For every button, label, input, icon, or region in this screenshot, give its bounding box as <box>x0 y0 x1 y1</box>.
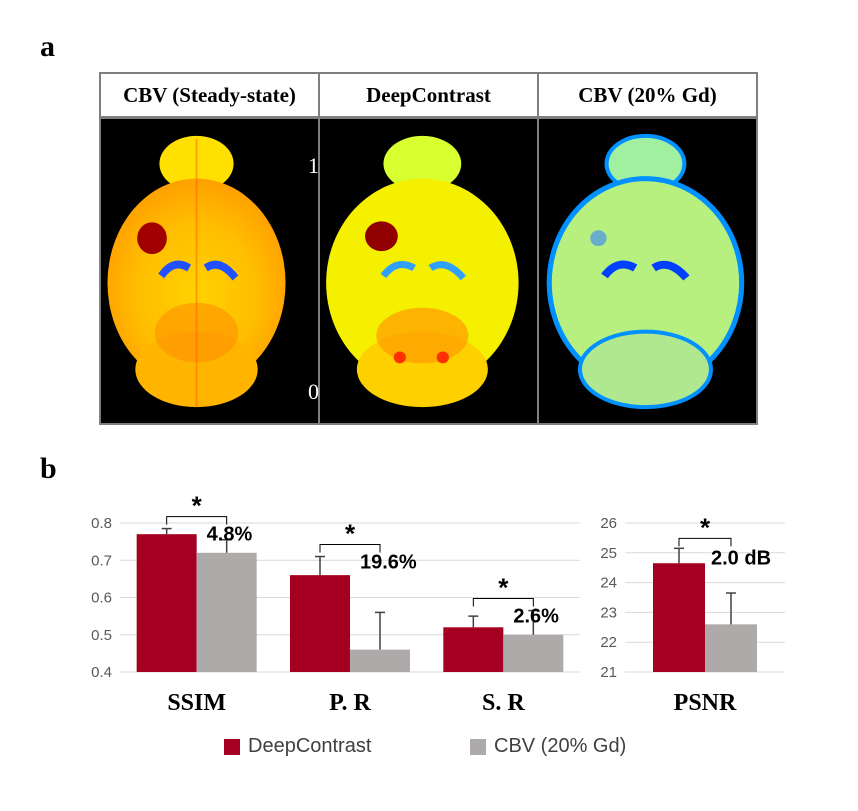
y-tick-label: 0.4 <box>91 664 112 681</box>
bar-deepcontrast <box>653 563 705 672</box>
significance-star: * <box>498 573 509 603</box>
panel-a-header-row: CBV (Steady-state) DeepContrast CBV (20%… <box>99 72 758 118</box>
y-tick-label: 25 <box>600 545 617 562</box>
significance-bracket <box>166 516 228 525</box>
y-tick-label: 24 <box>600 575 617 592</box>
percent-annotation: 2.0 dB <box>711 547 771 569</box>
y-tick-label: 22 <box>600 634 617 651</box>
percent-annotation: 2.6% <box>513 606 559 628</box>
legend-item-cbv20: CBV (20% Gd) <box>470 735 626 758</box>
brain-map-cbv-20-gd <box>539 119 756 423</box>
brain-map-cbv-steady-state <box>101 119 320 423</box>
bar-deepcontrast <box>443 627 504 672</box>
legend-swatch-cbv20 <box>470 738 486 755</box>
bar-chart-psnr: 21 22 23 24 25 26 *2.0 dB PSNR <box>600 512 785 716</box>
bar-cbv20 <box>196 552 257 672</box>
bar-cbv20 <box>705 624 757 672</box>
category-label: S. R <box>482 690 525 716</box>
percent-annotation: 19.6% <box>360 552 417 574</box>
header-cbv-20-gd: CBV (20% Gd) <box>578 82 717 107</box>
bar-cbv20 <box>350 649 410 672</box>
bar-deepcontrast <box>290 575 350 672</box>
colorbar-max-label: 1 <box>308 153 319 178</box>
header-cbv-steady-state: CBV (Steady-state) <box>101 74 320 116</box>
bar-cbv20 <box>503 634 564 672</box>
significance-star: * <box>192 491 203 521</box>
significance-bracket <box>472 598 534 607</box>
bar-deepcontrast <box>136 534 197 672</box>
colorbar-min-label: 0 <box>308 379 319 404</box>
panel-label-b: b <box>40 452 57 485</box>
y-tick-label: 21 <box>600 664 617 681</box>
percent-annotation: 4.8% <box>207 524 253 546</box>
significance-star: * <box>345 519 356 549</box>
legend-label-cbv20: CBV (20% Gd) <box>494 735 627 757</box>
category-label: SSIM <box>167 690 226 716</box>
legend-item-deepcontrast: DeepContrast <box>224 735 371 758</box>
significance-star: * <box>700 512 711 542</box>
significance-bracket <box>319 544 381 553</box>
category-label: PSNR <box>674 690 737 716</box>
y-tick-label: 26 <box>600 515 617 532</box>
y-tick-label: 0.5 <box>91 627 112 644</box>
panel-label-a: a <box>40 30 55 63</box>
brain-map-deepcontrast <box>320 119 539 423</box>
y-tick-label: 23 <box>600 604 617 621</box>
y-tick-label: 0.7 <box>91 552 112 569</box>
significance-bracket <box>678 537 732 547</box>
y-tick-label: 0.6 <box>91 590 112 607</box>
brain-map-row <box>99 117 758 425</box>
bar-chart-ssim-pr-sr: 0.40.50.60.70.8*4.8%SSIM*19.6%P. R*2.6%S… <box>91 491 580 716</box>
category-label: P. R <box>329 690 371 716</box>
legend-label-deepcontrast: DeepContrast <box>248 735 372 757</box>
legend-swatch-deepcontrast <box>224 738 240 755</box>
y-tick-label: 0.8 <box>91 515 112 532</box>
header-deepcontrast: DeepContrast <box>320 74 539 116</box>
